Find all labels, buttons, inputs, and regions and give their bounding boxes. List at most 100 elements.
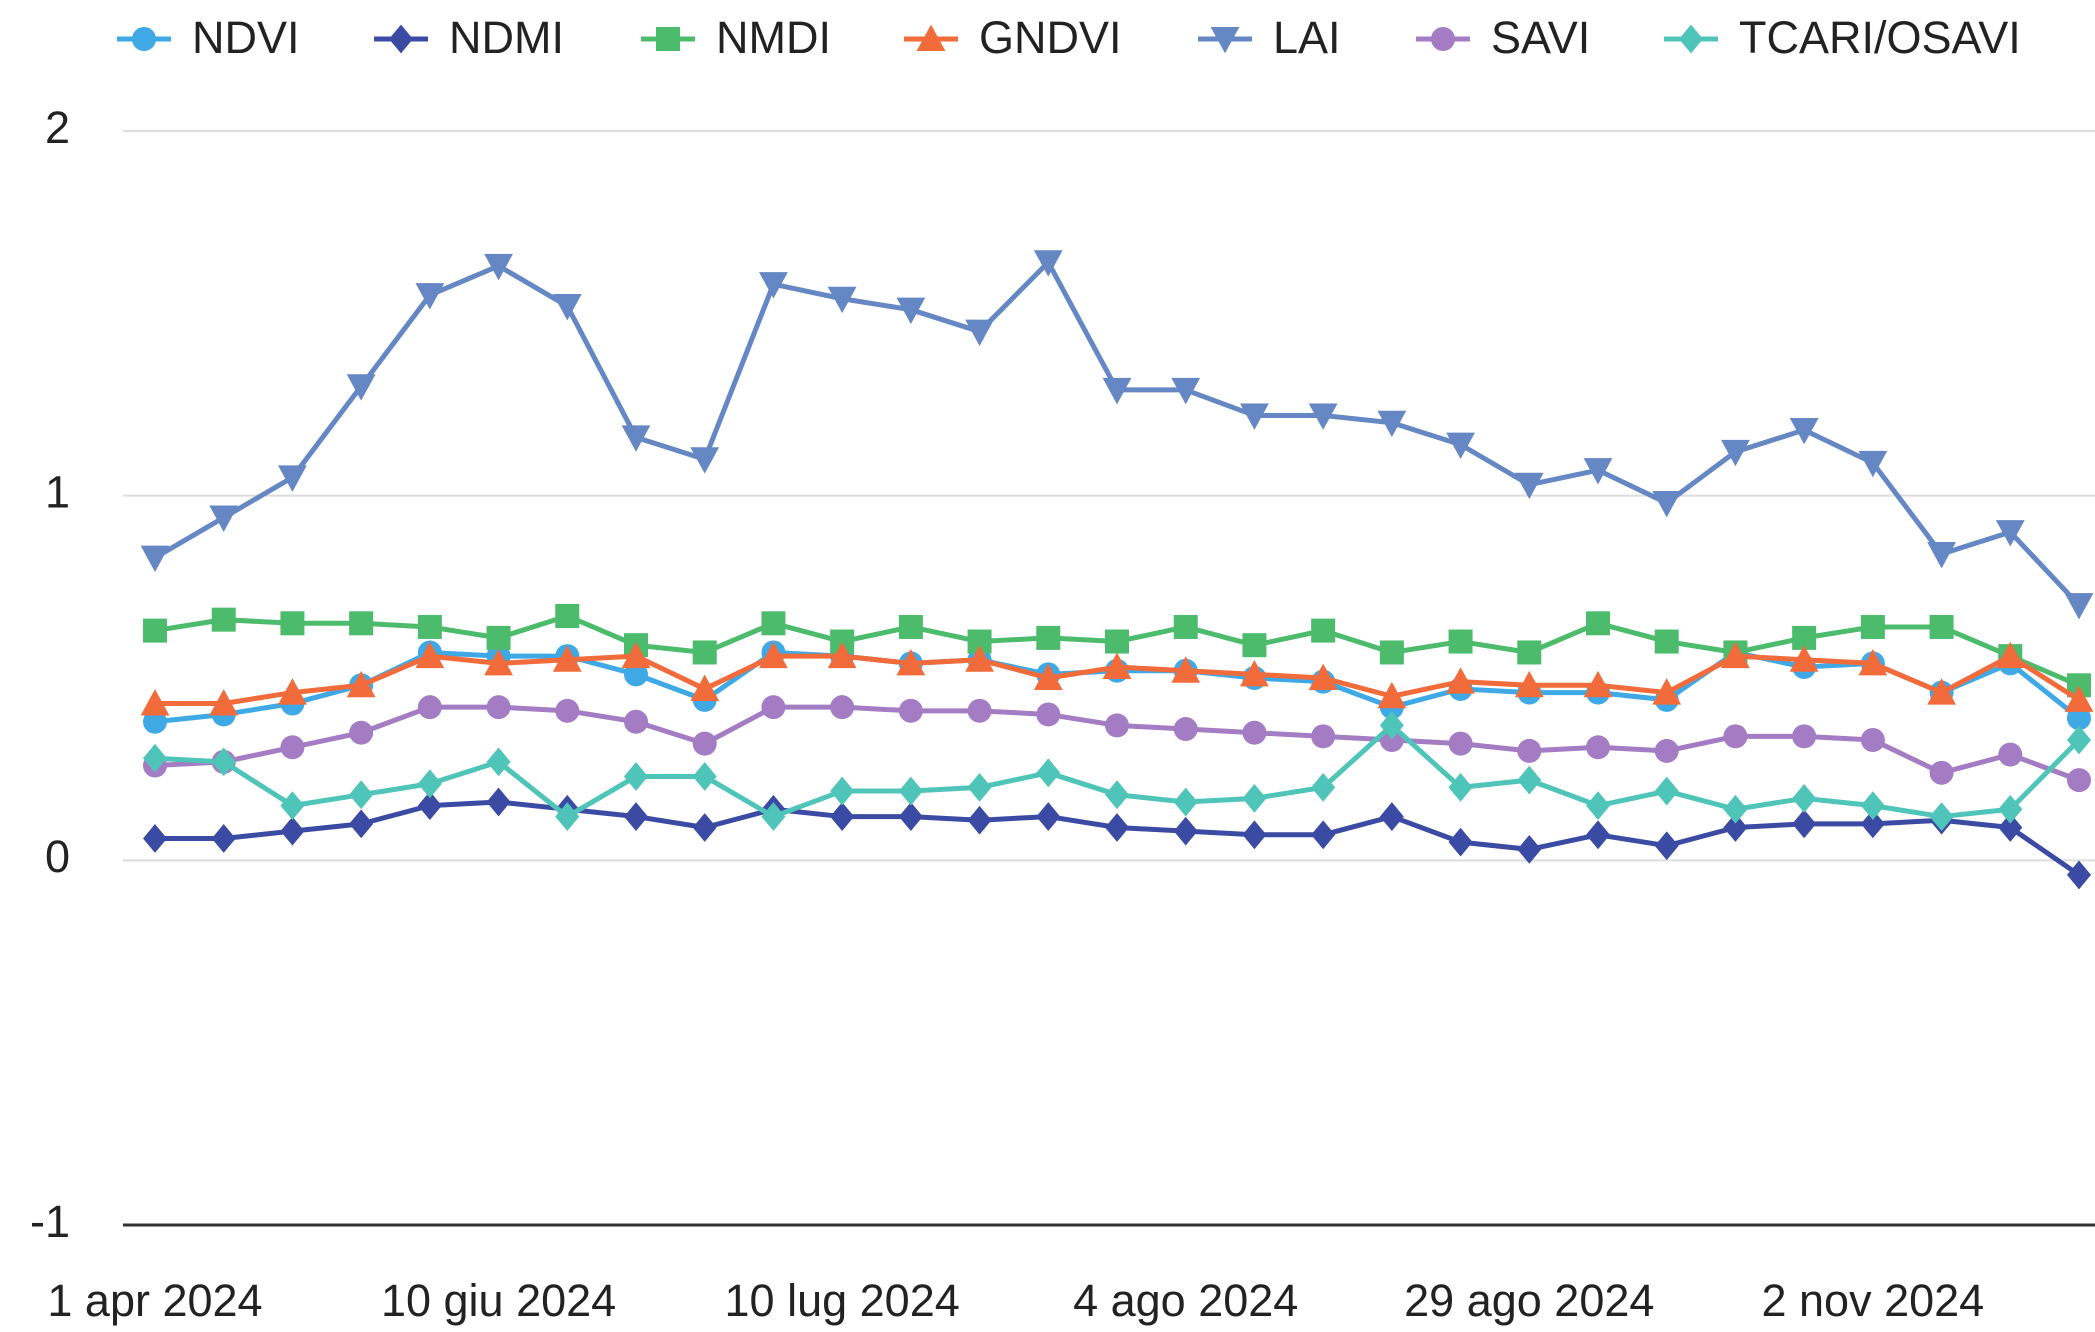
marker [1311, 618, 1336, 643]
series [143, 787, 2091, 890]
marker [1583, 458, 1613, 485]
marker [761, 695, 786, 720]
marker [1654, 738, 1679, 763]
legend-marker [132, 27, 156, 51]
marker [830, 695, 855, 720]
marker [1448, 773, 1473, 802]
marker [1242, 820, 1267, 850]
marker [1723, 813, 1748, 842]
marker [1036, 758, 1061, 788]
marker [346, 374, 376, 401]
legend-label: NDMI [449, 12, 564, 63]
marker [346, 670, 376, 698]
marker [1858, 450, 1888, 478]
marker [1036, 702, 1061, 727]
marker [1860, 727, 1885, 752]
marker [1860, 809, 1885, 839]
marker [1171, 656, 1201, 683]
marker [1033, 250, 1063, 277]
legend-marker [916, 24, 946, 51]
marker [1377, 681, 1407, 709]
marker [1448, 827, 1473, 857]
marker [349, 611, 374, 636]
marker [1242, 633, 1267, 658]
legend-marker [1210, 27, 1240, 54]
marker [1995, 520, 2025, 547]
marker [2067, 725, 2091, 755]
legend-marker [1431, 27, 1455, 51]
marker [1033, 663, 1063, 690]
marker [415, 641, 445, 669]
marker [1929, 760, 1954, 785]
series [143, 604, 2091, 698]
marker [830, 802, 855, 831]
marker [484, 253, 513, 281]
marker [1652, 678, 1682, 705]
marker [1379, 802, 1404, 831]
marker [1240, 659, 1269, 687]
marker [759, 641, 788, 669]
marker [1789, 645, 1819, 672]
marker [1102, 377, 1132, 405]
marker [1036, 802, 1061, 831]
marker [1311, 820, 1336, 850]
marker [280, 816, 305, 846]
marker [1586, 735, 1610, 760]
marker [1242, 720, 1267, 745]
marker [1517, 640, 1542, 665]
marker [1860, 791, 1885, 821]
marker [143, 709, 167, 734]
marker [1105, 813, 1129, 842]
y-tick-label: -1 [30, 1196, 70, 1247]
marker [1308, 403, 1338, 430]
marker [349, 780, 374, 810]
marker [1448, 731, 1473, 756]
marker [1583, 670, 1613, 698]
marker [967, 773, 992, 802]
marker [1995, 641, 2025, 669]
legend-label: LAI [1273, 12, 1341, 63]
marker [486, 695, 511, 720]
marker [1448, 629, 1473, 654]
marker [761, 802, 786, 831]
marker [1311, 773, 1336, 802]
marker [624, 762, 648, 791]
marker [898, 802, 923, 831]
marker [1379, 640, 1404, 665]
series [143, 695, 2091, 793]
legend-label: NMDI [716, 12, 831, 63]
marker [1517, 765, 1542, 795]
y-tick-label: 0 [45, 831, 70, 882]
series [140, 250, 2094, 620]
marker [1860, 614, 1885, 639]
legend-marker [656, 27, 680, 51]
marker [417, 769, 442, 799]
marker [1517, 738, 1542, 763]
marker [967, 805, 992, 835]
marker [278, 678, 307, 705]
marker [1654, 776, 1679, 806]
marker [898, 698, 923, 723]
series-line [153, 259, 2081, 607]
marker [1514, 472, 1544, 500]
x-tick-label: 2 nov 2024 [1762, 1275, 1985, 1326]
marker [1654, 629, 1679, 654]
marker [555, 802, 580, 831]
marker [1173, 717, 1198, 742]
marker [1105, 713, 1129, 738]
marker [555, 604, 580, 629]
marker [692, 762, 717, 791]
marker [1446, 432, 1475, 460]
marker [624, 709, 648, 734]
marker [280, 735, 305, 760]
marker [690, 447, 720, 474]
marker [692, 731, 717, 756]
marker [417, 614, 442, 639]
marker [1929, 802, 1954, 831]
marker [1652, 490, 1682, 518]
marker [349, 809, 374, 839]
marker [1927, 542, 1956, 569]
marker [1308, 663, 1338, 690]
marker [280, 791, 305, 821]
